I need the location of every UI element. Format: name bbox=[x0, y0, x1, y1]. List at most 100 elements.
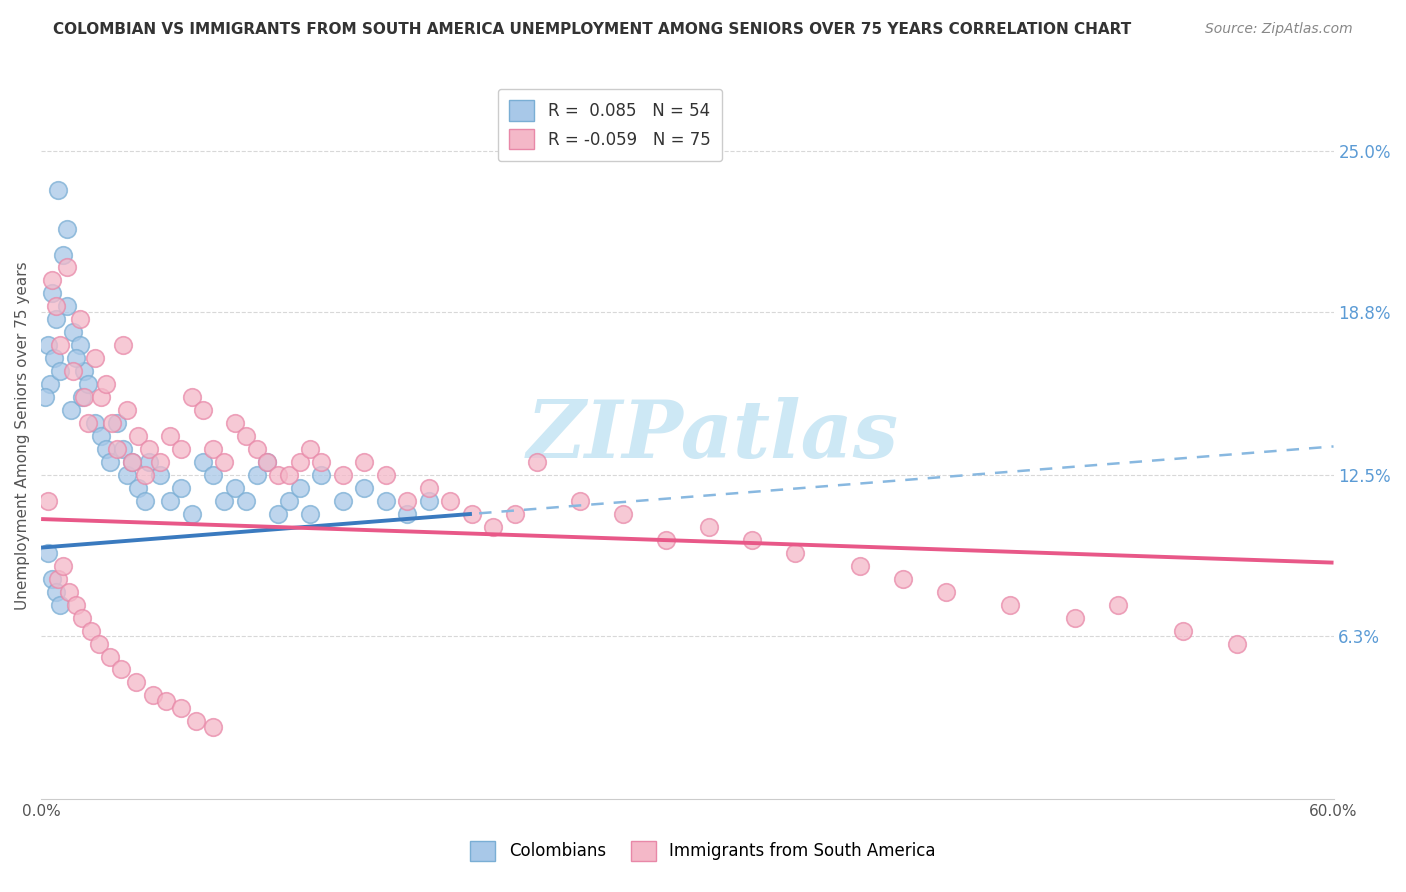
Point bbox=[170, 701, 193, 715]
Point bbox=[101, 416, 124, 430]
Point bbox=[783, 546, 806, 560]
Point bbox=[49, 338, 72, 352]
Point bbox=[418, 494, 440, 508]
Point bbox=[288, 481, 311, 495]
Point bbox=[37, 494, 59, 508]
Point bbox=[70, 390, 93, 404]
Point bbox=[332, 467, 354, 482]
Point bbox=[245, 467, 267, 482]
Point bbox=[65, 598, 87, 612]
Point bbox=[125, 675, 148, 690]
Point bbox=[224, 481, 246, 495]
Point bbox=[503, 507, 526, 521]
Point bbox=[235, 494, 257, 508]
Point bbox=[52, 558, 75, 573]
Y-axis label: Unemployment Among Seniors over 75 years: Unemployment Among Seniors over 75 years bbox=[15, 261, 30, 610]
Point bbox=[396, 507, 419, 521]
Point bbox=[155, 693, 177, 707]
Point bbox=[138, 442, 160, 456]
Point bbox=[353, 455, 375, 469]
Point bbox=[117, 467, 139, 482]
Point bbox=[70, 610, 93, 624]
Point bbox=[741, 533, 763, 547]
Point bbox=[56, 299, 79, 313]
Point bbox=[180, 390, 202, 404]
Point bbox=[79, 624, 101, 638]
Point bbox=[1226, 636, 1249, 650]
Point bbox=[256, 455, 278, 469]
Point bbox=[111, 338, 134, 352]
Point bbox=[69, 338, 91, 352]
Point bbox=[60, 403, 83, 417]
Point bbox=[45, 312, 67, 326]
Point bbox=[62, 326, 84, 340]
Point bbox=[41, 286, 63, 301]
Point bbox=[353, 481, 375, 495]
Point bbox=[374, 494, 396, 508]
Point bbox=[1107, 598, 1129, 612]
Text: ZIPatlas: ZIPatlas bbox=[527, 397, 900, 475]
Point bbox=[138, 455, 160, 469]
Point bbox=[37, 546, 59, 560]
Point bbox=[90, 429, 112, 443]
Point bbox=[134, 494, 156, 508]
Point bbox=[90, 390, 112, 404]
Point bbox=[58, 584, 80, 599]
Point bbox=[202, 720, 225, 734]
Point bbox=[94, 442, 117, 456]
Point bbox=[73, 364, 96, 378]
Point bbox=[309, 467, 332, 482]
Legend: R =  0.085   N = 54, R = -0.059   N = 75: R = 0.085 N = 54, R = -0.059 N = 75 bbox=[498, 88, 721, 161]
Point bbox=[612, 507, 634, 521]
Point bbox=[235, 429, 257, 443]
Point bbox=[127, 481, 149, 495]
Point bbox=[41, 572, 63, 586]
Point bbox=[73, 390, 96, 404]
Point bbox=[935, 584, 957, 599]
Point bbox=[117, 403, 139, 417]
Point bbox=[46, 572, 69, 586]
Point bbox=[191, 403, 214, 417]
Point bbox=[41, 273, 63, 287]
Point bbox=[110, 663, 132, 677]
Point bbox=[396, 494, 419, 508]
Point bbox=[62, 364, 84, 378]
Point bbox=[277, 494, 299, 508]
Legend: Colombians, Immigrants from South America: Colombians, Immigrants from South Americ… bbox=[464, 834, 942, 868]
Point bbox=[309, 455, 332, 469]
Point bbox=[111, 442, 134, 456]
Point bbox=[149, 467, 172, 482]
Point bbox=[170, 442, 193, 456]
Point bbox=[202, 467, 225, 482]
Point bbox=[105, 442, 128, 456]
Point bbox=[212, 455, 235, 469]
Point bbox=[202, 442, 225, 456]
Point bbox=[288, 455, 311, 469]
Point bbox=[159, 429, 181, 443]
Point bbox=[98, 455, 121, 469]
Point bbox=[1000, 598, 1022, 612]
Point bbox=[98, 649, 121, 664]
Point bbox=[127, 429, 149, 443]
Point bbox=[121, 455, 143, 469]
Point bbox=[121, 455, 143, 469]
Point bbox=[439, 494, 461, 508]
Point bbox=[84, 351, 107, 366]
Text: Source: ZipAtlas.com: Source: ZipAtlas.com bbox=[1205, 22, 1353, 37]
Point bbox=[891, 572, 914, 586]
Point bbox=[56, 260, 79, 275]
Point bbox=[267, 467, 290, 482]
Point bbox=[84, 416, 107, 430]
Point bbox=[65, 351, 87, 366]
Point bbox=[94, 377, 117, 392]
Point bbox=[697, 520, 720, 534]
Point bbox=[277, 467, 299, 482]
Point bbox=[142, 689, 165, 703]
Point bbox=[299, 507, 322, 521]
Point bbox=[77, 416, 100, 430]
Point bbox=[170, 481, 193, 495]
Point bbox=[191, 455, 214, 469]
Point bbox=[418, 481, 440, 495]
Point bbox=[1171, 624, 1194, 638]
Point bbox=[212, 494, 235, 508]
